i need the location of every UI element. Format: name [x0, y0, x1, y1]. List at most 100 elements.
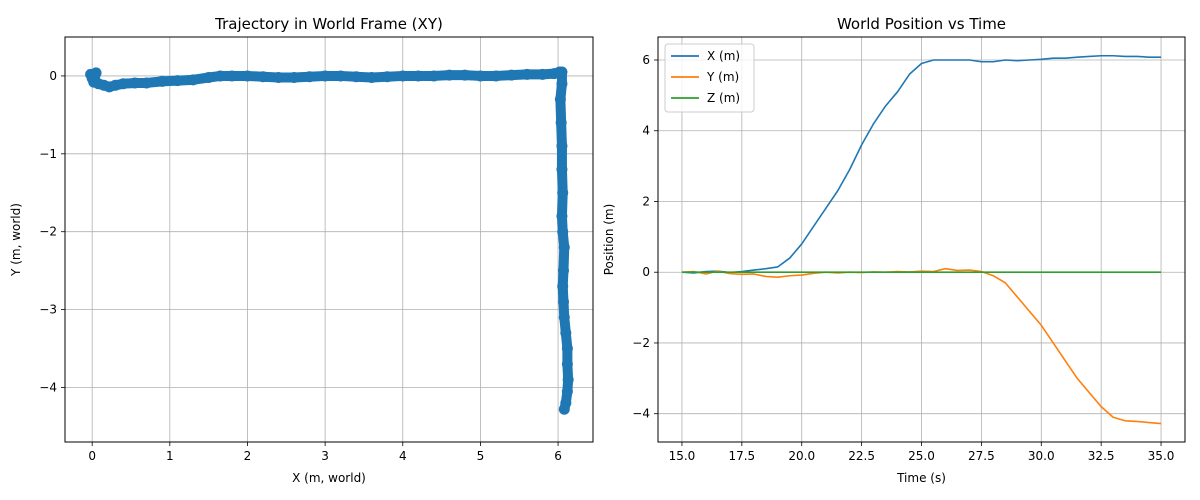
position-time-legend-label: Y (m): [706, 70, 739, 84]
position-time-y-tick-label: −4: [632, 407, 650, 421]
trajectory-x-tick-label: 2: [244, 449, 252, 463]
trajectory-point: [319, 70, 331, 82]
position-time-x-tick-label: 20.0: [788, 449, 815, 463]
trajectory-point: [443, 69, 455, 81]
position-time-x-tick-label: 17.5: [728, 449, 755, 463]
position-time-legend: X (m) Y (m) Z (m): [664, 43, 755, 113]
trajectory-plot-area: [85, 66, 574, 415]
trajectory-point: [557, 296, 569, 308]
trajectory-y-tick-label: −1: [39, 147, 57, 161]
trajectory-point: [241, 70, 253, 82]
trajectory-y-tick-label: −4: [39, 380, 57, 394]
position-time-series-line-x: [681, 54, 1162, 274]
trajectory-x-tick-label: 4: [399, 449, 407, 463]
trajectory-point: [335, 70, 347, 82]
trajectory-x-tick-label: 0: [88, 449, 96, 463]
position-time-ticks: 15.0 17.5 20.0 22.5 25.0 27.5 30.0 32.5 35.0 6 4 2 0…: [632, 53, 1174, 463]
trajectory-point: [556, 140, 568, 152]
trajectory-point: [187, 74, 199, 86]
trajectory-point: [366, 72, 378, 83]
position-time-x-tick-label: 25.0: [908, 449, 935, 463]
trajectory-y-tick-label: −2: [39, 225, 57, 239]
trajectory-point: [156, 75, 168, 87]
trajectory-point: [554, 93, 566, 105]
position-time-y-tick-label: 2: [642, 194, 650, 208]
trajectory-point: [556, 66, 568, 78]
trajectory-grid: [65, 37, 593, 442]
trajectory-point: [558, 311, 570, 323]
trajectory-point: [557, 280, 569, 292]
position-time-y-tick-label: 4: [642, 124, 650, 138]
trajectory-point: [556, 78, 568, 90]
trajectory-chart: 0 1 2 3 4 5 6 0 −1 −2 −3 −4 Trajectory in World Fra…: [9, 15, 594, 485]
position-time-x-tick-label: 15.0: [669, 449, 696, 463]
trajectory-point: [561, 358, 573, 370]
trajectory-point: [459, 69, 471, 81]
trajectory-point: [350, 71, 362, 83]
position-time-legend-box: [664, 43, 755, 113]
trajectory-point: [561, 385, 573, 397]
trajectory-x-tick-label: 1: [166, 449, 174, 463]
trajectory-point: [257, 71, 269, 83]
trajectory-point: [226, 70, 238, 82]
position-time-y-tick-label: −2: [632, 336, 650, 350]
trajectory-x-tick-label: 3: [321, 449, 329, 463]
trajectory-point: [90, 67, 102, 79]
position-time-x-tick-label: 32.5: [1088, 449, 1115, 463]
trajectory-point: [203, 72, 215, 83]
trajectory-point: [397, 70, 409, 82]
position-time-x-tick-label: 35.0: [1148, 449, 1175, 463]
trajectory-point: [381, 71, 393, 83]
position-time-chart: 15.0 17.5 20.0 22.5 25.0 27.5 30.0 32.5 35.0 6 4 2 0…: [602, 15, 1186, 485]
trajectory-point: [288, 72, 300, 83]
position-time-x-axis-label: Time (s): [896, 471, 946, 485]
trajectory-point: [129, 77, 141, 89]
trajectory-point: [505, 69, 517, 81]
position-time-title: World Position vs Time: [837, 15, 1006, 33]
trajectory-title: Trajectory in World Frame (XY): [214, 15, 443, 33]
trajectory-point: [558, 403, 570, 415]
trajectory-axes-frame: [64, 36, 594, 443]
trajectory-point: [557, 187, 569, 199]
position-time-x-tick-label: 30.0: [1028, 449, 1055, 463]
position-time-x-tick-label: 22.5: [848, 449, 875, 463]
trajectory-y-axis-label: Y (m, world): [9, 203, 23, 277]
position-time-series-line-y: [681, 267, 1162, 425]
trajectory-point: [561, 343, 573, 355]
trajectory-ticks: 0 1 2 3 4 5 6 0 −1 −2 −3 −4: [39, 69, 562, 463]
trajectory-point: [556, 163, 568, 175]
position-time-x-tick-label: 27.5: [968, 449, 995, 463]
trajectory-point: [556, 210, 568, 222]
position-time-legend-label: Z (m): [707, 91, 740, 105]
trajectory-point: [172, 75, 184, 87]
trajectory-point: [560, 327, 572, 339]
trajectory-point: [117, 78, 129, 90]
trajectory-y-tick-label: 0: [49, 69, 57, 83]
position-time-plot-area: [681, 54, 1162, 425]
trajectory-point: [474, 70, 486, 82]
position-time-y-tick-label: 0: [642, 265, 650, 279]
trajectory-x-axis-label: X (m, world): [292, 471, 366, 485]
trajectory-point: [537, 68, 549, 80]
trajectory-point: [521, 68, 533, 80]
trajectory-y-tick-label: −3: [39, 303, 57, 317]
trajectory-point: [555, 117, 567, 129]
trajectory-point: [304, 71, 316, 83]
position-time-y-axis-label: Position (m): [602, 204, 616, 276]
trajectory-point: [141, 77, 153, 89]
trajectory-point: [412, 70, 424, 82]
trajectory-point: [273, 72, 285, 83]
position-time-y-tick-label: 6: [642, 53, 650, 67]
trajectory-point: [214, 70, 226, 82]
trajectory-point: [557, 265, 569, 277]
trajectory-point: [490, 70, 502, 82]
trajectory-point: [557, 226, 569, 238]
trajectory-point: [428, 70, 440, 82]
trajectory-x-tick-label: 6: [554, 449, 562, 463]
position-time-legend-label: X (m): [707, 49, 740, 63]
trajectory-x-tick-label: 5: [477, 449, 485, 463]
trajectory-point: [558, 241, 570, 253]
trajectory-point: [562, 374, 574, 386]
